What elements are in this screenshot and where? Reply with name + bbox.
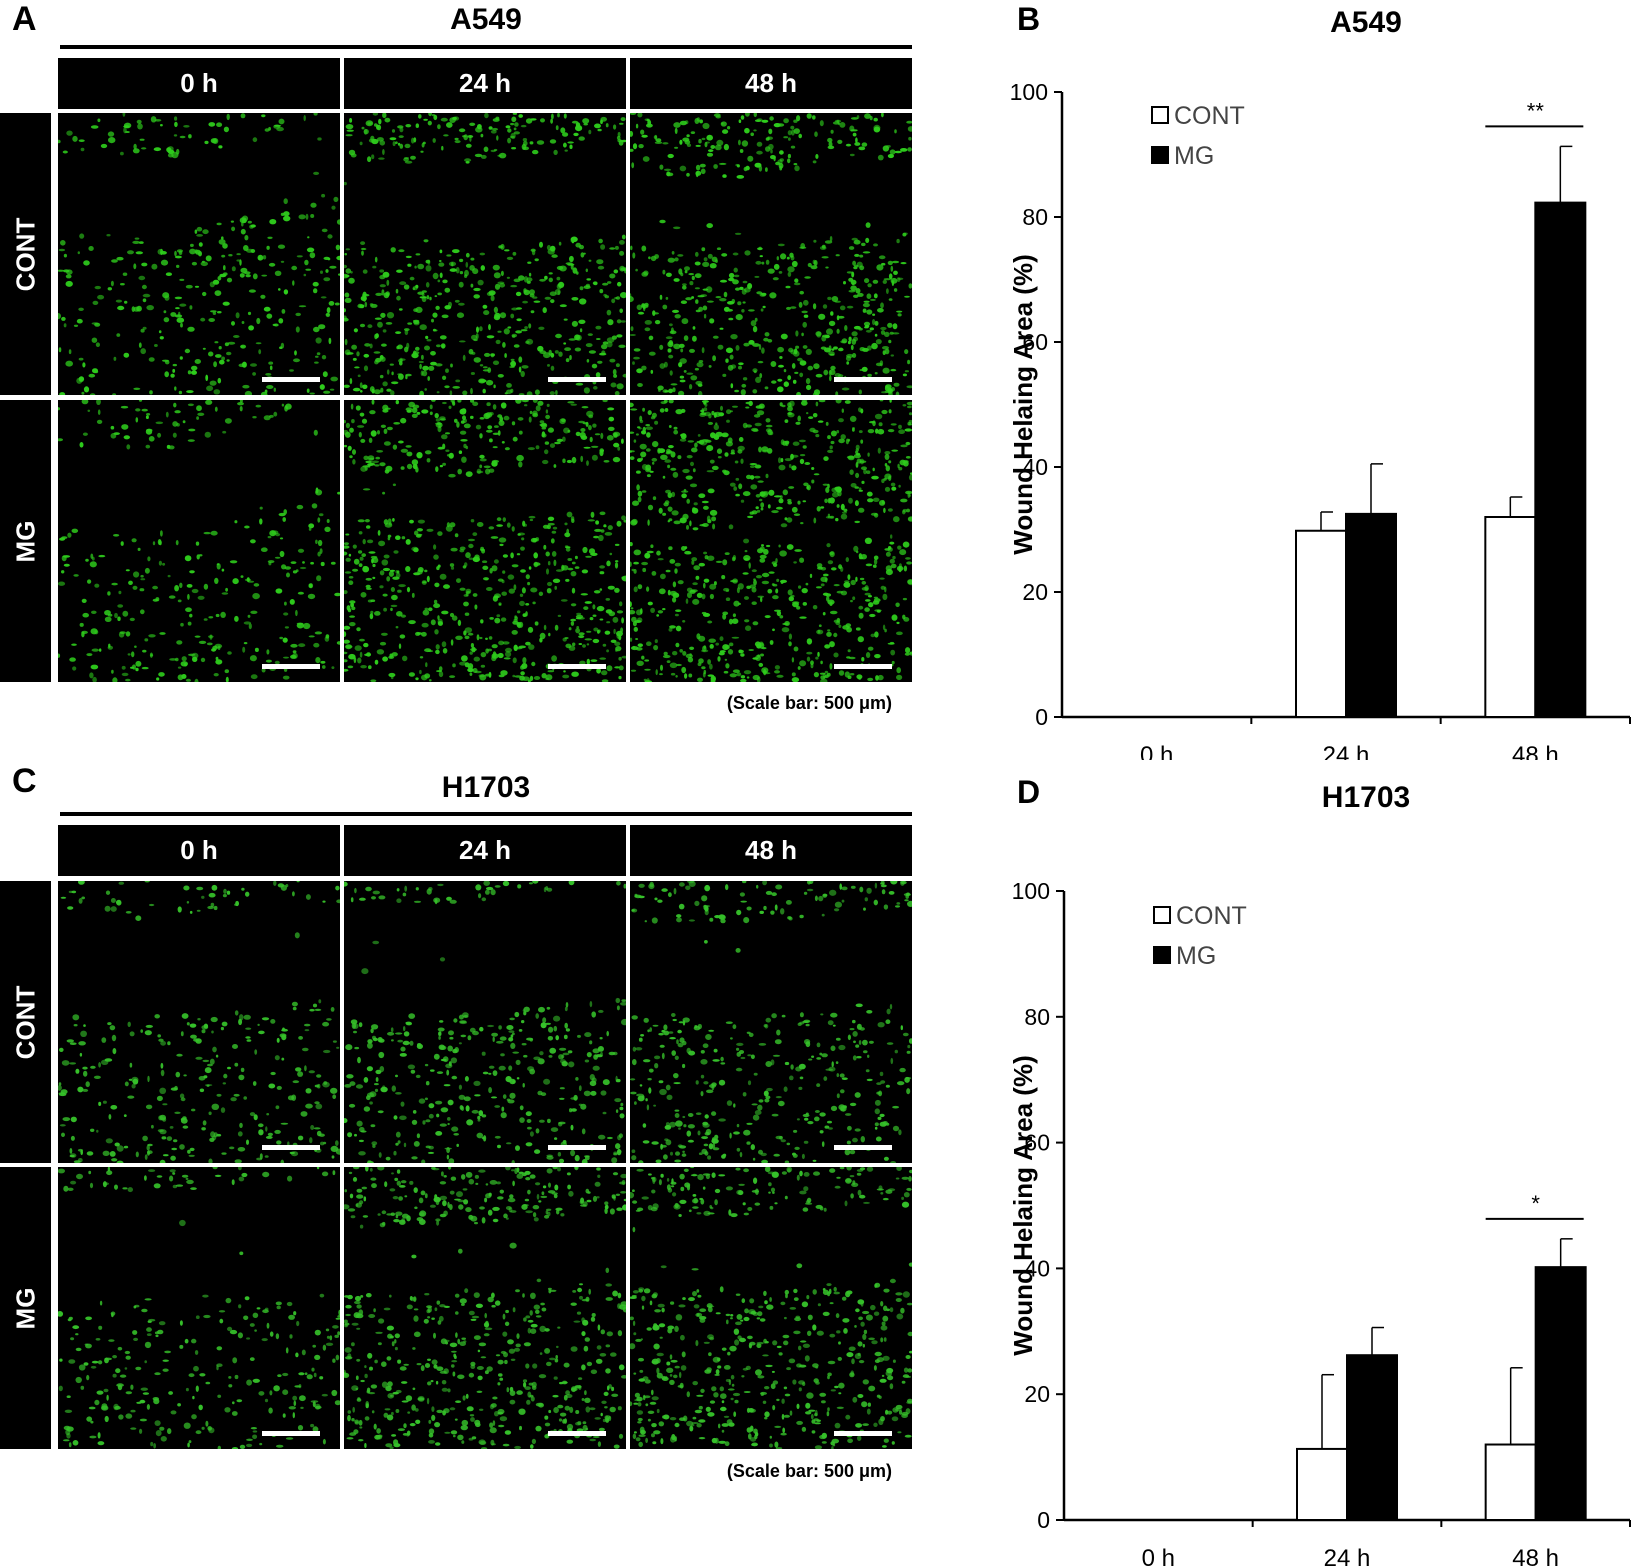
y-tick-label: 40 — [1022, 454, 1048, 480]
panel-letter-c: C — [12, 762, 37, 800]
bar-cont-24h — [1296, 1447, 1348, 1521]
y-tick-label: 20 — [1022, 579, 1048, 605]
chart-b: B A549 0 20 40 60 80 100 Wound Helaing Area (%) 0… — [1008, 1, 1631, 760]
panel-c-title: H1703 — [441, 771, 531, 804]
chart-title: A549 — [1330, 6, 1402, 39]
y-tick-label: 0 — [1035, 704, 1048, 730]
micrograph-cont-24h — [344, 113, 626, 395]
bar-mg-24h — [1346, 1354, 1398, 1522]
col-header-48h: 48 h — [630, 58, 912, 109]
panel-a-title: A549 — [450, 3, 522, 36]
bar-mg-48h — [1534, 1266, 1587, 1521]
legend-label-cont: CONT — [1176, 902, 1247, 930]
micrograph-cont-48h — [630, 881, 912, 1163]
micrograph-cont-0h — [58, 881, 340, 1163]
significance-marker: * — [1531, 1191, 1540, 1216]
x-tick-label: 48 h — [1512, 742, 1559, 760]
col-header-24h: 24 h — [344, 825, 626, 876]
micrograph-mg-48h — [630, 1167, 912, 1449]
bar-cont-48h — [1484, 516, 1537, 718]
micrograph-mg-24h — [344, 400, 626, 682]
col-header-24h: 24 h — [344, 58, 626, 109]
y-tick-label: 20 — [1024, 1381, 1050, 1407]
micrograph-cont-48h — [630, 113, 912, 395]
y-tick-label: 0 — [1037, 1507, 1050, 1533]
row-header-mg: MG — [0, 400, 51, 682]
x-tick-label: 0 h — [1140, 742, 1173, 760]
x-tick-label: 48 h — [1512, 1545, 1559, 1568]
y-tick-label: 100 — [1012, 878, 1050, 904]
panel-letter: B — [1017, 1, 1040, 37]
col-header-0h: 0 h — [58, 58, 340, 109]
micrograph-mg-0h — [58, 400, 340, 682]
y-tick-label: 80 — [1024, 1004, 1050, 1030]
legend-label-mg: MG — [1176, 942, 1216, 970]
y-tick-label: 40 — [1024, 1255, 1050, 1281]
micrograph-mg-24h — [344, 1167, 626, 1449]
micrograph-cont-24h — [344, 881, 626, 1163]
panel-c-title-rule — [60, 812, 912, 816]
y-tick-label: 60 — [1024, 1130, 1050, 1156]
legend-swatch-cont — [1153, 906, 1171, 924]
legend-swatch-mg — [1151, 146, 1169, 164]
x-tick-label: 24 h — [1324, 1545, 1371, 1568]
bar-mg-48h — [1534, 201, 1587, 718]
row-header-mg: MG — [0, 1167, 51, 1449]
chart-d: D H1703 0 20 40 60 80 100 Wound Helaing Area (%)… — [1008, 774, 1631, 1568]
row-header-cont: CONT — [0, 113, 51, 395]
col-header-48h: 48 h — [630, 825, 912, 876]
bar-cont-24h — [1295, 529, 1347, 718]
legend-swatch-mg — [1153, 946, 1171, 964]
y-axis-label: Wound Helaing Area (%) — [1008, 254, 1038, 554]
y-tick-label: 100 — [1010, 79, 1048, 105]
y-tick-label: 80 — [1022, 204, 1048, 230]
legend-label-mg: MG — [1174, 142, 1214, 170]
micrograph-mg-48h — [630, 400, 912, 682]
panel-letter: D — [1017, 774, 1040, 810]
col-header-0h: 0 h — [58, 825, 340, 876]
micrograph-mg-0h — [58, 1167, 340, 1449]
y-axis-label: Wound Helaing Area (%) — [1008, 1055, 1038, 1355]
micrograph-cont-0h — [58, 113, 340, 395]
scale-note-a: (Scale bar: 500 μm) — [726, 693, 892, 713]
significance-marker: ** — [1527, 98, 1545, 123]
bar-cont-48h — [1484, 1443, 1537, 1522]
scale-note-c: (Scale bar: 500 μm) — [726, 1461, 892, 1481]
bar-mg-24h — [1345, 512, 1397, 718]
panel-a-title-rule — [60, 45, 912, 49]
x-tick-label: 24 h — [1323, 742, 1370, 760]
y-tick-label: 60 — [1022, 329, 1048, 355]
row-header-cont: CONT — [0, 881, 51, 1163]
panel-letter-a: A — [12, 0, 37, 38]
x-tick-label: 0 h — [1142, 1545, 1175, 1568]
legend-label-cont: CONT — [1174, 102, 1245, 130]
legend-swatch-cont — [1151, 106, 1169, 124]
chart-title: H1703 — [1322, 781, 1410, 814]
